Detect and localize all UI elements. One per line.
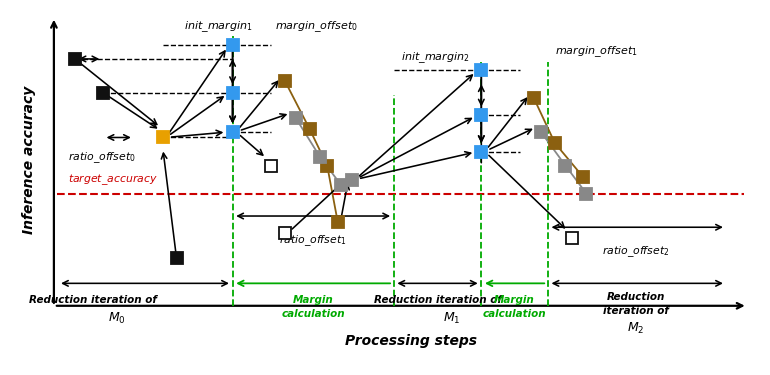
Text: $ratio\_offset_1$: $ratio\_offset_1$ bbox=[280, 233, 347, 248]
Text: calculation: calculation bbox=[281, 309, 345, 319]
Text: $target\_accuracy$: $target\_accuracy$ bbox=[68, 172, 158, 187]
Text: Reduction: Reduction bbox=[606, 292, 665, 302]
Text: $M_0$: $M_0$ bbox=[108, 311, 126, 327]
Text: $init\_margin_2$: $init\_margin_2$ bbox=[400, 50, 470, 64]
Text: Reduction iteration of: Reduction iteration of bbox=[28, 295, 156, 304]
Text: iteration of: iteration of bbox=[603, 306, 668, 316]
Text: Reduction iteration of: Reduction iteration of bbox=[373, 295, 501, 304]
Text: Inference accuracy: Inference accuracy bbox=[22, 86, 36, 234]
Text: $margin\_offset_0$: $margin\_offset_0$ bbox=[275, 19, 357, 34]
Text: Margin: Margin bbox=[293, 295, 333, 304]
Text: Processing steps: Processing steps bbox=[345, 334, 477, 348]
Text: $margin\_offset_1$: $margin\_offset_1$ bbox=[555, 44, 638, 59]
Text: Margin: Margin bbox=[494, 295, 535, 304]
Text: $ratio\_offset_0$: $ratio\_offset_0$ bbox=[68, 150, 136, 165]
Text: $init\_margin_1$: $init\_margin_1$ bbox=[183, 19, 253, 34]
Text: calculation: calculation bbox=[483, 309, 547, 319]
Text: $ratio\_offset_2$: $ratio\_offset_2$ bbox=[602, 244, 669, 259]
Text: $M_2$: $M_2$ bbox=[627, 321, 644, 336]
Text: $M_1$: $M_1$ bbox=[443, 311, 460, 327]
